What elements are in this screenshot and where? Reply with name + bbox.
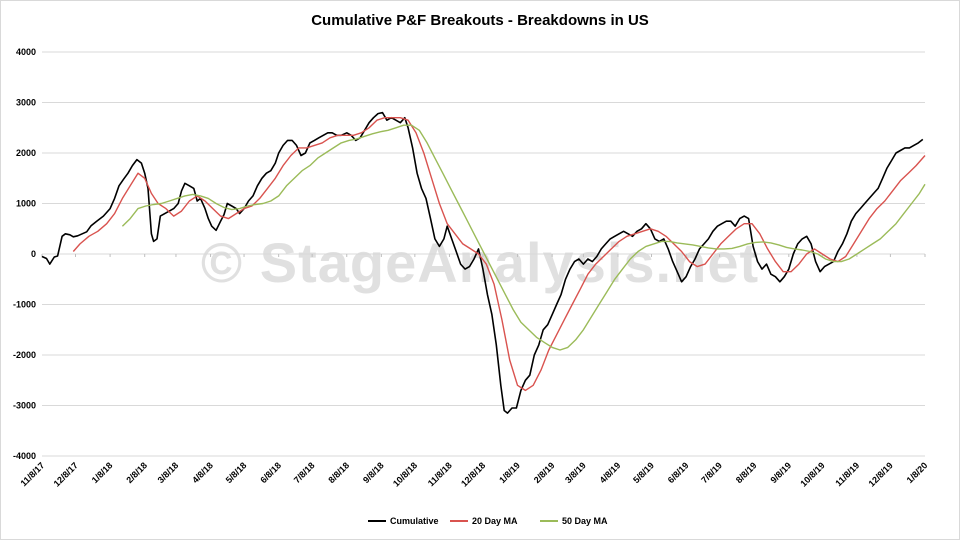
x-tick-label: 11/8/18 (426, 460, 454, 488)
y-tick-label: 2000 (16, 148, 36, 158)
y-tick-label: 0 (31, 249, 36, 259)
y-tick-label: 4000 (16, 47, 36, 57)
x-tick-label: 4/8/18 (190, 460, 215, 485)
y-tick-label: -3000 (13, 401, 36, 411)
series-lines (41, 111, 926, 414)
x-tick-label: 6/8/18 (258, 460, 283, 485)
x-tick-label: 4/8/19 (598, 460, 623, 485)
x-tick-label: 7/8/18 (292, 460, 317, 485)
y-axis: 4000 3000 2000 1000 0 -1000 -2000 -3000 -4000 (13, 47, 36, 461)
x-tick-label: 12/8/17 (52, 460, 80, 488)
x-tick-label: 6/8/19 (666, 460, 691, 485)
x-tick-label: 12/8/19 (867, 460, 895, 488)
series-line-50-day-ma (121, 124, 926, 351)
x-tick-label: 1/8/20 (905, 460, 930, 485)
y-tick-label: 3000 (16, 98, 36, 108)
x-tick-label: 1/8/18 (90, 460, 115, 485)
y-tick-label: -4000 (13, 451, 36, 461)
y-tick-label: 1000 (16, 199, 36, 209)
gridlines (42, 51, 925, 457)
legend-label: 50 Day MA (562, 516, 608, 526)
x-tick-label: 12/8/18 (459, 460, 487, 488)
x-tick-label: 3/8/19 (563, 460, 588, 485)
x-tick-label: 1/8/19 (497, 460, 522, 485)
x-tick-label: 7/8/19 (699, 460, 724, 485)
y-tick-label: -1000 (13, 300, 36, 310)
series-line-20-day-ma (72, 117, 926, 392)
x-tick-label: 3/8/18 (156, 460, 181, 485)
x-tick-label: 9/8/18 (361, 460, 386, 485)
chart-title: Cumulative P&F Breakouts - Breakdowns in… (311, 12, 649, 29)
x-tick-label: 11/8/19 (833, 460, 861, 488)
legend-label: 20 Day MA (472, 516, 518, 526)
x-tick-label: 10/8/18 (391, 460, 419, 488)
series-line-cumulative (41, 111, 924, 414)
x-tick-label: 8/8/18 (326, 460, 351, 485)
x-tick-label: 11/8/17 (18, 460, 46, 488)
x-tick-label: 2/8/19 (532, 460, 557, 485)
x-tick-label: 2/8/18 (124, 460, 149, 485)
legend: Cumulative 20 Day MA 50 Day MA (368, 516, 608, 526)
x-tick-label: 5/8/19 (631, 460, 656, 485)
x-tick-label: 9/8/19 (768, 460, 793, 485)
x-tick-label: 8/8/19 (734, 460, 759, 485)
x-axis: 11/8/17 12/8/17 1/8/18 2/8/18 3/8/18 4/8/18 5/… (18, 254, 929, 489)
legend-label: Cumulative (390, 516, 439, 526)
x-tick-label: 10/8/19 (798, 460, 826, 488)
x-tick-label: 5/8/18 (224, 460, 249, 485)
y-tick-label: -2000 (13, 350, 36, 360)
